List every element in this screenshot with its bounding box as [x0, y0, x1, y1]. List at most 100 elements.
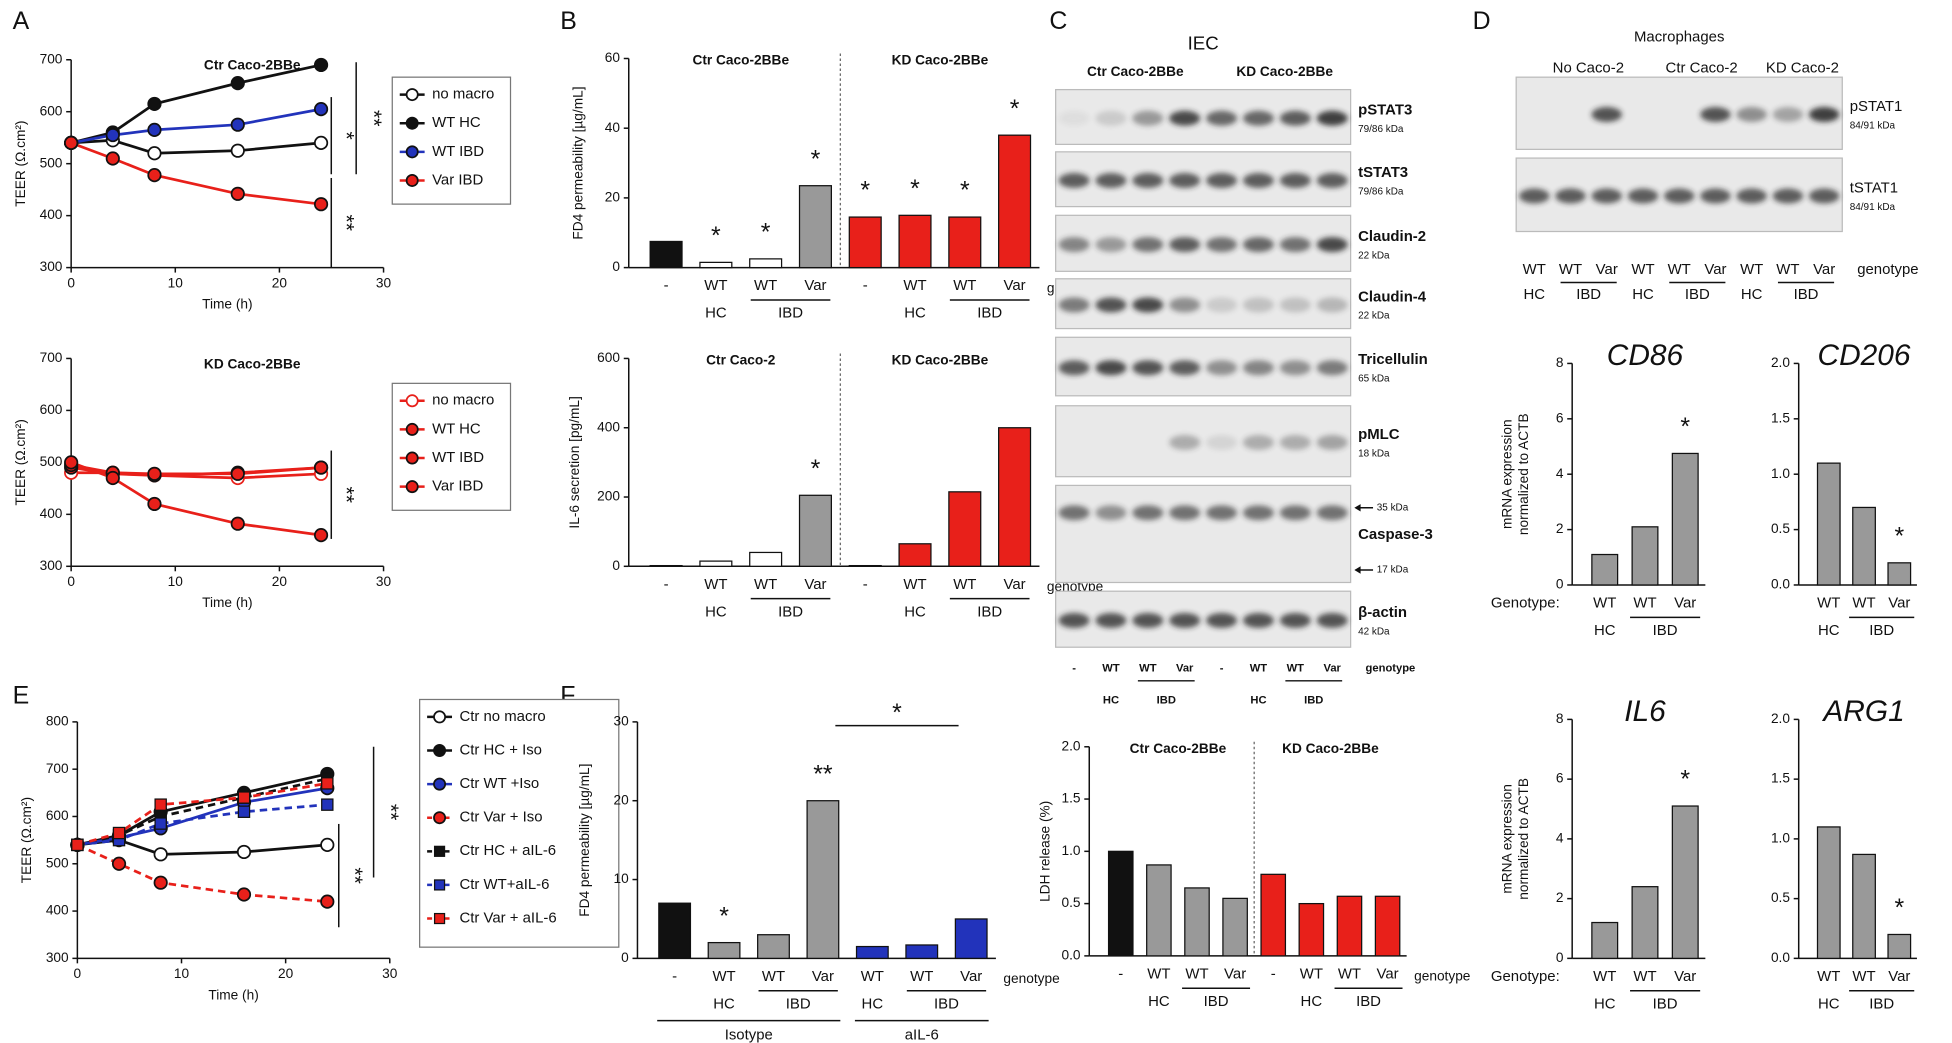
y-tick-label: 800 [46, 713, 69, 728]
lane-label: - [1072, 662, 1076, 674]
x-tick-label: WT [903, 277, 926, 294]
x-tick-label: 30 [376, 275, 392, 290]
x-tick-label: 30 [376, 574, 392, 589]
marker [230, 186, 245, 201]
bar [948, 491, 982, 567]
x-tick-label: WT [910, 968, 933, 985]
band-label: Tricellulin [1358, 351, 1428, 368]
group-label: KD Caco-2BBe [892, 53, 989, 68]
y-axis-label: normalized to ACTB [1516, 413, 1531, 535]
blot-band [1095, 612, 1127, 628]
y-tick-label: 0.0 [1771, 577, 1790, 592]
y-tick-label: 500 [46, 855, 69, 870]
x-tick-label: Var [1888, 968, 1910, 985]
blot-band [1242, 297, 1274, 313]
y-tick-label: 1.5 [1771, 410, 1790, 425]
x-tick-label: WT [762, 968, 785, 985]
arrow-head [1354, 504, 1361, 512]
marker [154, 798, 167, 811]
condition-label: HC [1524, 286, 1546, 303]
x-tick-label: WT [1817, 968, 1840, 985]
blot-band [1206, 297, 1238, 313]
significance: * [910, 175, 920, 203]
marker [236, 844, 252, 860]
condition-label: HC [1741, 286, 1763, 303]
condition-label: IBD [778, 305, 803, 322]
blot-band [1736, 188, 1767, 204]
y-axis-label: TEER (Ω.cm²) [13, 419, 28, 505]
condition-label: IBD [977, 305, 1002, 322]
marker [147, 466, 162, 481]
y-axis-label: FD4 permeability [µg/mL] [571, 86, 586, 239]
blot-band [1242, 237, 1274, 253]
y-tick-label: 400 [46, 903, 69, 918]
condition-label: HC [705, 603, 727, 620]
blot-band [1132, 505, 1164, 521]
condition-label: HC [1250, 695, 1266, 707]
y-axis-label: FD4 permeability [µg/mL] [577, 764, 592, 917]
group-label: KD Caco-2BBe [892, 353, 989, 368]
lane-label: WT [1740, 261, 1763, 278]
y-tick-label: 1.0 [1062, 843, 1081, 858]
bar [798, 185, 832, 269]
band-label: Claudin-2 [1358, 228, 1426, 245]
x-tick-label: 20 [272, 574, 288, 589]
blot-band [1169, 110, 1201, 126]
y-tick-label: 0 [612, 259, 620, 274]
bar [1107, 850, 1134, 957]
x-tick-label: 0 [67, 574, 75, 589]
band-size: 84/91 kDa [1850, 120, 1896, 131]
blot-band [1808, 188, 1840, 204]
significance: * [1010, 95, 1020, 123]
blot-band [1700, 188, 1731, 204]
blot-band [1058, 360, 1090, 376]
condition-label: HC [1594, 622, 1616, 639]
x-tick-label: Var [804, 277, 826, 294]
y-tick-label: 0 [621, 950, 629, 965]
y-tick-label: 60 [605, 50, 621, 65]
lane-label: Var [1323, 662, 1341, 674]
legend-label: WT HC [432, 114, 481, 131]
marker [237, 791, 251, 804]
y-tick-label: 4 [1556, 466, 1564, 481]
legend-label: Ctr WT+aIL-6 [459, 876, 549, 893]
y-tick-label: 0 [612, 558, 620, 573]
y-tick-label: 6 [1556, 771, 1564, 786]
legend-label: WT IBD [432, 143, 484, 160]
blot-band [1808, 107, 1840, 122]
y-tick-label: 30 [614, 713, 630, 728]
legend-marker [433, 879, 446, 891]
y-tick-label: 10 [614, 871, 630, 886]
legend-label: Var IBD [432, 171, 483, 188]
band-size: 22 kDa [1358, 250, 1390, 261]
x-tick-label: Var [960, 968, 982, 985]
panel-letter: A [13, 7, 30, 35]
marker [64, 135, 79, 150]
condition-label: HC [705, 305, 727, 322]
band-label: pSTAT1 [1850, 98, 1903, 115]
marker [147, 122, 162, 137]
x-tick-label: Var [804, 576, 826, 593]
marker [313, 528, 329, 543]
y-tick-label: 4 [1556, 830, 1564, 845]
y-tick-label: 6 [1556, 410, 1564, 425]
lane-label: WT [1776, 261, 1799, 278]
blot-band [1242, 110, 1274, 126]
x-tick-label: WT [1300, 965, 1323, 982]
x-tick-label: Var [1674, 595, 1696, 612]
legend-label: no macro [432, 392, 494, 409]
marker [313, 135, 329, 150]
blot-band [1279, 237, 1311, 253]
blot-band [1206, 612, 1238, 628]
condition-label: HC [1818, 995, 1840, 1012]
marker [236, 887, 252, 902]
y-tick-label: 0.5 [1062, 895, 1081, 910]
blot-band [1316, 237, 1348, 253]
x-tick-label: WT [1338, 965, 1361, 982]
condition-label: IBD [1304, 695, 1323, 707]
x-tick-label: WT [1633, 595, 1656, 612]
legend-label: Ctr Var + aIL-6 [459, 909, 556, 926]
marker [237, 805, 251, 818]
condition-label: HC [1818, 622, 1840, 639]
blot-band [1058, 110, 1090, 126]
